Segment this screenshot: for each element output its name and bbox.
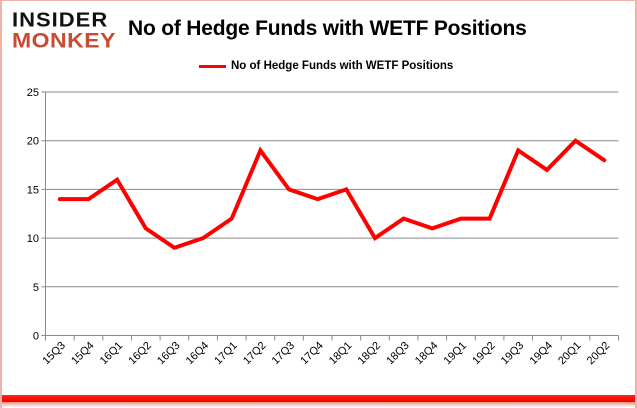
bottom-red-bar-fade (2, 402, 635, 408)
x-tick-label-19Q1: 19Q1 (441, 340, 469, 368)
x-tick-label-15Q4: 15Q4 (69, 340, 97, 368)
chart-legend: No of Hedge Funds with WETF Positions (199, 60, 453, 72)
insider-monkey-logo: INSIDER MONKEY (12, 10, 116, 52)
y-tick-label-20: 20 (27, 136, 39, 148)
x-tick-label-17Q3: 17Q3 (270, 340, 298, 368)
x-tick-label-20Q2: 20Q2 (585, 340, 613, 368)
y-tick-label-0: 0 (33, 331, 39, 343)
x-tick-label-16Q2: 16Q2 (126, 340, 154, 368)
x-tick-label-18Q3: 18Q3 (384, 340, 412, 368)
y-tick-label-10: 10 (27, 233, 39, 245)
x-tick-label-16Q3: 16Q3 (155, 340, 183, 368)
legend-label: No of Hedge Funds with WETF Positions (231, 60, 454, 72)
y-tick-label-5: 5 (33, 282, 39, 294)
logo-text-monkey: MONKEY (12, 28, 116, 53)
x-tick-label-17Q4: 17Q4 (298, 340, 326, 368)
x-tick-label-15Q3: 15Q3 (40, 340, 68, 368)
chart-title: No of Hedge Funds with WETF Positions (128, 17, 527, 40)
x-tick-label-20Q1: 20Q1 (556, 340, 584, 368)
bottom-red-bar (2, 395, 635, 402)
x-tick-label-17Q1: 17Q1 (212, 340, 240, 368)
x-tick-label-18Q1: 18Q1 (327, 340, 355, 368)
x-tick-label-16Q4: 16Q4 (184, 340, 212, 368)
x-tick-label-19Q2: 19Q2 (470, 340, 498, 368)
legend-line-marker-icon (199, 64, 226, 68)
x-tick-label-19Q3: 19Q3 (499, 340, 527, 368)
x-tick-label-18Q2: 18Q2 (356, 340, 384, 368)
x-tick-label-17Q2: 17Q2 (241, 340, 269, 368)
logo-text-insider: INSIDER (12, 8, 109, 32)
x-tick-label-19Q4: 19Q4 (527, 340, 555, 368)
x-tick-label-16Q1: 16Q1 (98, 340, 126, 368)
y-tick-label-15: 15 (27, 184, 39, 196)
y-tick-label-25: 25 (27, 87, 39, 99)
x-tick-label-18Q4: 18Q4 (413, 340, 441, 368)
series-line-no-of-hedge-funds-with-wetf-positions (57, 138, 607, 251)
